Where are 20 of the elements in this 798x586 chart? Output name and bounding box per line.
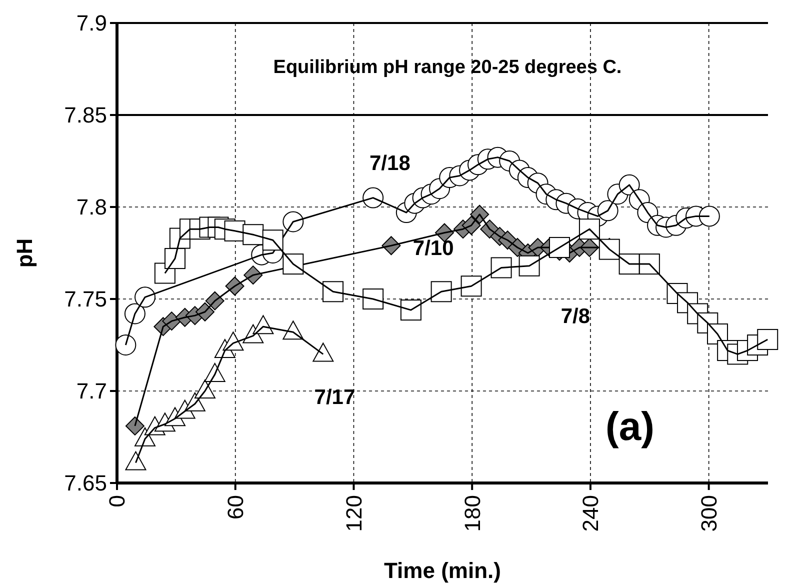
y-axis-title: pH [12,238,37,268]
x-tick-label: 300 [696,495,722,532]
x-tick-label: 0 [104,495,130,508]
x-axis-title: Time (min.) [384,558,501,583]
series-label: 7/8 [560,304,590,328]
x-tick-label: 120 [341,495,366,532]
x-tick-label: 60 [223,495,248,520]
series-label: 7/17 [314,386,356,409]
text: Equilibrium pH range 20-25 degrees C. [273,57,622,78]
series-label: 7/10 [412,236,454,260]
y-tick-label: 7.9 [76,10,107,36]
y-tick-label: 7.75 [64,286,107,312]
x-tick-label: 180 [460,495,485,532]
y-tick-label: 7.7 [76,378,107,404]
annotation: (a) [606,405,654,449]
y-tick-label: 7.65 [64,470,107,496]
y-tick-label: 7.8 [76,194,107,220]
y-tick-label: 7.85 [64,102,107,128]
series-label: 7/18 [370,152,411,176]
x-tick-label: 240 [578,495,604,532]
